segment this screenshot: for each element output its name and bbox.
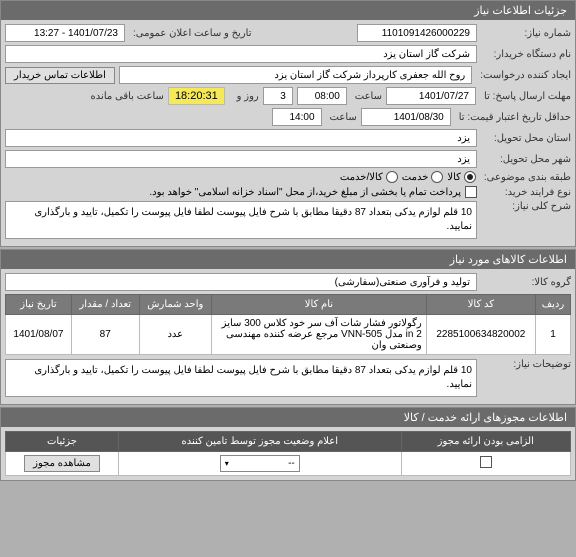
remaining-label: ساعت باقی مانده — [87, 91, 164, 102]
permits-panel: اطلاعات مجوزهای ارائه خدمت / کالا الزامی… — [0, 407, 576, 481]
permits-row: -- ▾ مشاهده مجوز — [6, 452, 571, 476]
delivery-city-label: شهر محل تحویل: — [481, 154, 571, 165]
th-code: کد کالا — [426, 295, 535, 315]
permits-body: الزامی بودن ارائه مجوز اعلام وضعیت مجوز … — [1, 427, 575, 480]
goods-header: اطلاعات کالاهای مورد نیاز — [1, 250, 575, 269]
th-idx: ردیف — [535, 295, 570, 315]
goods-panel: اطلاعات کالاهای مورد نیاز گروه کالا: تول… — [0, 249, 576, 405]
delivery-province: یزد — [5, 129, 477, 147]
announce-value: 1401/07/23 - 13:27 — [5, 24, 125, 42]
delivery-city: یزد — [5, 150, 477, 168]
cell-idx: 1 — [535, 315, 570, 355]
purchase-process-text: پرداخت تمام یا بخشی از مبلغ خرید،از محل … — [149, 187, 461, 198]
buyer-name: شرکت گاز استان یزد — [5, 45, 477, 63]
permits-status-select[interactable]: -- ▾ — [220, 455, 300, 472]
announce-label: تاریخ و ساعت اعلان عمومی: — [129, 28, 252, 39]
th-unit: واحد شمارش — [139, 295, 212, 315]
buyer-name-label: نام دستگاه خریدار: — [481, 49, 571, 60]
cell-name: رگولاتور فشار شات آف سر خود کلاس 300 سای… — [212, 315, 427, 355]
request-number: 1101091426000229 — [357, 24, 477, 42]
th-name: نام کالا — [212, 295, 427, 315]
table-row: 1 2285100634820002 رگولاتور فشار شات آف … — [6, 315, 571, 355]
time-label-1: ساعت — [351, 91, 382, 102]
cell-unit: عدد — [139, 315, 212, 355]
cat-service-label: خدمت — [402, 172, 429, 183]
goods-table: ردیف کد کالا نام کالا واحد شمارش تعداد /… — [5, 294, 571, 355]
days-label: روز و — [229, 91, 259, 102]
purchase-process-label: نوع فرایند خرید: — [481, 187, 571, 198]
delivery-province-label: استان محل تحویل: — [481, 133, 571, 144]
cell-code: 2285100634820002 — [426, 315, 535, 355]
view-permit-button[interactable]: مشاهده مجوز — [24, 455, 100, 472]
permits-checkbox[interactable] — [480, 456, 492, 468]
category-label: طبقه بندی موضوعی: — [480, 172, 571, 183]
cat-goods-label: کالا — [447, 172, 461, 183]
countdown: 18:20:31 — [168, 87, 225, 105]
checkbox-purchase[interactable] — [465, 186, 477, 198]
permits-header: اطلاعات مجوزهای ارائه خدمت / کالا — [1, 408, 575, 427]
permits-mandatory-cell — [401, 452, 571, 476]
deadline-label: مهلت ارسال پاسخ: تا — [480, 91, 571, 102]
cell-date: 1401/08/07 — [6, 315, 72, 355]
price-validity-label: حداقل تاریخ اعتبار قیمت: تا — [455, 112, 571, 123]
permits-status-cell: -- ▾ — [119, 452, 402, 476]
desc-text: 10 قلم لوازم یدکی بتعداد 87 دقیقا مطابق … — [5, 359, 477, 397]
pth-status: اعلام وضعیت مجوز توسط تامین کننده — [119, 432, 402, 452]
time-label-2: ساعت — [326, 112, 357, 123]
radio-both[interactable]: کالا/خدمت — [340, 171, 398, 183]
price-date: 1401/08/30 — [361, 108, 451, 126]
request-number-label: شماره نیاز: — [481, 28, 571, 39]
permits-status-value: -- — [288, 458, 295, 469]
permits-table: الزامی بودن ارائه مجوز اعلام وضعیت مجوز … — [5, 431, 571, 476]
deadline-date: 1401/07/27 — [386, 87, 476, 105]
days-value: 3 — [263, 87, 293, 105]
summary-text: 10 قلم لوازم یدکی بتعداد 87 دقیقا مطابق … — [5, 201, 477, 239]
main-body: شماره نیاز: 1101091426000229 تاریخ و ساع… — [1, 20, 575, 246]
cell-qty: 87 — [71, 315, 139, 355]
cat-both-label: کالا/خدمت — [340, 172, 383, 183]
main-header: جزئیات اطلاعات نیاز — [1, 1, 575, 20]
chevron-down-icon: ▾ — [225, 459, 229, 468]
th-date: تاریخ نیاز — [6, 295, 72, 315]
summary-label: شرح کلی نیاز: — [481, 201, 571, 212]
radio-goods[interactable]: کالا — [447, 171, 476, 183]
requester: روح الله جعفری کارپرداز شرکت گاز استان ی… — [119, 66, 472, 84]
radio-service[interactable]: خدمت — [402, 171, 444, 183]
requester-label: ایجاد کننده درخواست: — [476, 70, 571, 81]
group-value: تولید و فرآوری صنعتی(سفارشی) — [5, 273, 477, 291]
main-panel: جزئیات اطلاعات نیاز شماره نیاز: 11010914… — [0, 0, 576, 247]
goods-body: گروه کالا: تولید و فرآوری صنعتی(سفارشی) … — [1, 269, 575, 404]
desc-label: توضیحات نیاز: — [481, 359, 571, 370]
pth-details: جزئیات — [6, 432, 119, 452]
price-time: 14:00 — [272, 108, 322, 126]
contact-button[interactable]: اطلاعات تماس خریدار — [5, 67, 115, 84]
permits-details-cell: مشاهده مجوز — [6, 452, 119, 476]
group-label: گروه کالا: — [481, 277, 571, 288]
th-qty: تعداد / مقدار — [71, 295, 139, 315]
pth-mandatory: الزامی بودن ارائه مجوز — [401, 432, 571, 452]
deadline-time: 08:00 — [297, 87, 347, 105]
